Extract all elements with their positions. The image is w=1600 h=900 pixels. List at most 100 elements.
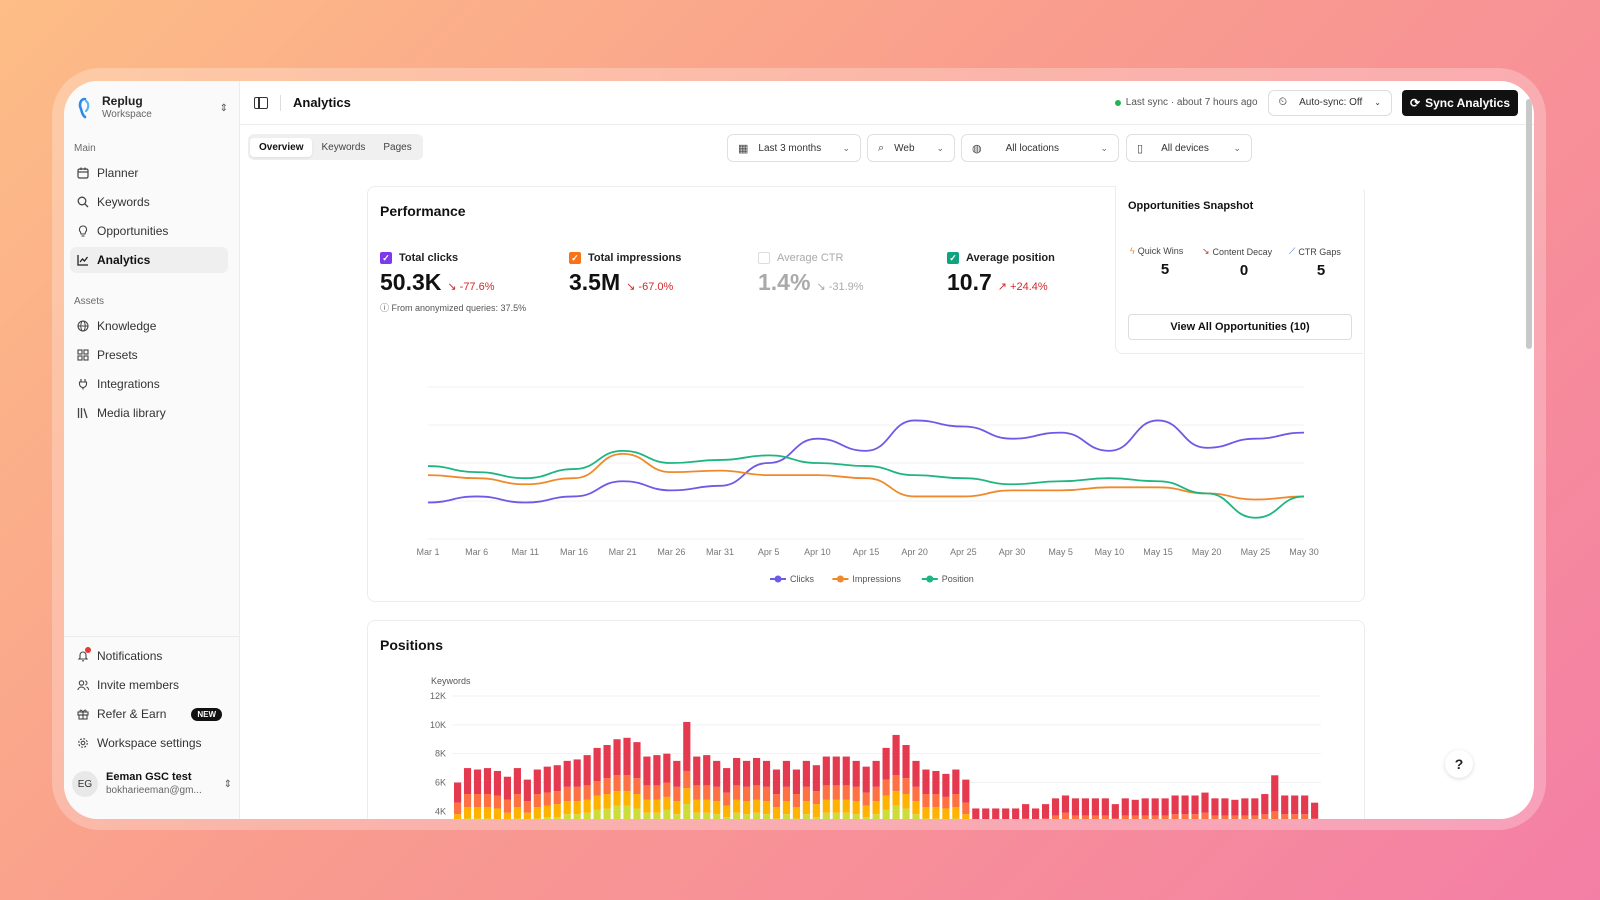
bar-segment [802,786,810,802]
sidebar-item-opportunities[interactable]: Opportunities [70,218,228,244]
legend-item-clicks[interactable]: Clicks [770,574,814,584]
sidebar-item-refer-earn[interactable]: Refer & Earn NEW [70,701,228,727]
metric-total-impressions[interactable]: ✓ Total impressions 3.5M ↘ -67.0% [569,252,681,296]
bar-segment [503,776,512,800]
sidebar-item-keywords[interactable]: Keywords [70,189,228,215]
user-menu[interactable]: EG Eeman GSC test bokharieeman@gm... ⇕ [72,767,232,801]
device-filter[interactable]: ▯ All devices ⌄ [1126,134,1252,162]
legend-item-position[interactable]: Position [921,574,974,584]
sidebar-item-notifications[interactable]: Notifications [70,643,228,669]
tab-overview[interactable]: Overview [250,137,313,157]
sync-status: Last sync · about 7 hours ago [1114,97,1258,108]
sidebar-toggle-icon[interactable] [254,96,268,109]
bar-segment [613,791,621,806]
legend-item-impressions[interactable]: Impressions [832,574,901,584]
tab-keywords[interactable]: Keywords [321,141,366,153]
checkbox-unchecked-icon[interactable] [758,252,770,264]
bar-segment [902,808,910,819]
metric-change: -67.0% [638,281,674,293]
bar-segment [952,794,960,808]
bar-segment [1171,795,1179,815]
autosync-dropdown[interactable]: ⏲ Auto-sync: Off ⌄ [1267,89,1392,116]
plug-icon [76,377,90,391]
sidebar-item-media-library[interactable]: Media library [70,400,228,426]
bar-segment [663,796,671,810]
bar-segment [573,801,581,815]
metric-average-ctr[interactable]: Average CTR 1.4% ↘ -31.9% [758,252,864,296]
y-tick-label: 10K [430,720,446,730]
checkbox-checked-icon[interactable]: ✓ [569,252,581,264]
metric-value: 10.7 [947,269,992,295]
info-icon: ⓘ [380,303,392,313]
x-tick-label: Mar 26 [657,547,685,557]
sidebar-item-integrations[interactable]: Integrations [70,371,228,397]
workspace-name: Replug [102,94,143,108]
notification-dot [85,647,91,653]
trend-up-icon: ↗ [997,281,1011,293]
bar-segment [573,759,581,787]
date-range-filter[interactable]: ▦ Last 3 months ⌄ [727,134,861,162]
bar-segment [1071,815,1080,819]
bar-segment [513,807,521,819]
bar-segment [693,756,701,786]
bar-segment [902,745,910,779]
bar-segment [822,812,830,819]
sidebar-item-workspace-settings[interactable]: Workspace settings [70,730,228,756]
metric-average-position[interactable]: ✓ Average position 10.7 ↗ +24.4% [947,252,1055,296]
workspace-switcher[interactable]: Replug Workspace ⇕ [76,93,228,123]
sidebar-item-presets[interactable]: Presets [70,342,228,368]
sync-analytics-button[interactable]: ⟳ Sync Analytics [1402,89,1518,116]
bar-segment [683,721,691,771]
bar-segment [892,791,900,806]
bar-segment [1191,795,1199,815]
search-type-filter[interactable]: ⌕ Web ⌄ [867,134,955,162]
quick-wins-stat: ϟ Quick Wins 5 [1130,246,1200,278]
bar-segment [792,794,801,808]
bar-segment [583,799,591,813]
bar-segment [942,796,950,809]
bar-segment [952,807,960,819]
help-button[interactable]: ? [1445,750,1473,778]
chevron-updown-icon: ⇕ [223,778,232,790]
device-icon: ▯ [1137,142,1144,155]
bar-segment [503,799,512,813]
bar-segment [623,775,631,792]
location-filter[interactable]: ◍ All locations ⌄ [961,134,1119,162]
bar-segment [583,755,591,786]
sidebar-item-planner[interactable]: Planner [70,160,228,186]
bar-segment [693,812,701,819]
scrollbar[interactable] [1526,99,1532,349]
sidebar-item-knowledge[interactable]: Knowledge [70,313,228,339]
x-tick-label: Mar 31 [706,547,734,557]
sidebar-item-label: Integrations [97,377,160,391]
bolt-icon: ϟ [1130,246,1135,256]
sidebar-item-invite-members[interactable]: Invite members [70,672,228,698]
tab-pages[interactable]: Pages [383,141,412,153]
bar-segment [563,801,571,815]
bar-segment [563,760,571,787]
x-tick-label: Apr 15 [853,547,880,557]
bar-segment [493,770,502,796]
bar-segment [762,760,771,787]
bar-segment [603,745,611,779]
checkbox-checked-icon[interactable]: ✓ [380,252,392,264]
bar-segment [802,801,810,815]
opportunities-title: Opportunities Snapshot [1128,200,1254,212]
opp-value: 5 [1316,262,1326,279]
metric-total-clicks[interactable]: ✓ Total clicks 50.3K ↘ -77.6% ⓘ From anony… [380,252,526,314]
bar-segment [713,814,721,819]
view-all-opportunities-button[interactable]: View All Opportunities (10) [1128,314,1352,340]
performance-title: Performance [380,203,466,219]
bar-segment [593,781,601,796]
bar-segment [1081,798,1090,816]
bar-segment [1091,798,1099,816]
bar-segment [1151,798,1159,816]
bar-segment [603,794,611,809]
bar-segment [1151,815,1159,819]
chart-series [427,419,1305,519]
checkbox-checked-icon[interactable]: ✓ [947,252,959,264]
bar-segment [872,760,880,787]
bar-segment [872,786,880,802]
sidebar-item-analytics[interactable]: Analytics [70,247,228,273]
